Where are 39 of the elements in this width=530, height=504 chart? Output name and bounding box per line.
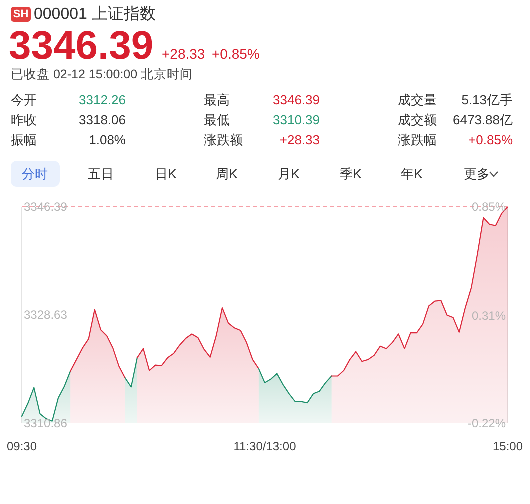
y2-tick-label: 0.85% [472, 200, 506, 214]
text: 涨跌幅 [398, 132, 437, 148]
text: 今开 [11, 92, 37, 108]
text: 季K [340, 166, 362, 182]
text: 五日 [88, 166, 114, 182]
x-tick-label: 11:30/13:00 [234, 440, 297, 454]
text: 成交额 [398, 112, 437, 128]
text: 1.08% [89, 132, 126, 148]
text: 振幅 [11, 132, 37, 148]
text: 涨跌额 [204, 132, 243, 148]
text: 5.13亿手 [462, 92, 513, 108]
text: 更多 [464, 166, 490, 182]
y-tick-label: 3346.39 [24, 200, 68, 214]
text: 成交量 [398, 92, 437, 108]
text: +0.85% [212, 46, 260, 62]
text: +0.85% [468, 132, 514, 148]
text: 周K [216, 166, 238, 182]
text: 6473.88亿 [453, 112, 513, 128]
text: 3346.39 [273, 92, 320, 108]
text: 3318.06 [79, 112, 126, 128]
text: 已收盘 02-12 15:00:00 北京时间 [11, 68, 194, 82]
text: 最高 [204, 92, 230, 108]
text: 年K [401, 166, 424, 182]
text: +28.33 [280, 132, 320, 148]
y-tick-label: 3310.86 [24, 416, 68, 431]
chart-title: 000001 上证指数 [34, 5, 156, 23]
text: 昨收 [11, 112, 37, 128]
text: 最低 [204, 112, 230, 128]
y-tick-label: 3328.63 [24, 308, 68, 322]
x-tick-label: 09:30 [6, 440, 38, 454]
text: 月K [278, 166, 300, 182]
text: 日K [155, 166, 178, 182]
x-tick-label: 15:00 [492, 440, 524, 454]
y2-tick-label: 0.31% [472, 310, 506, 324]
text: 3310.39 [273, 112, 320, 128]
y2-tick-label: -0.22% [468, 416, 506, 431]
text: 3312.26 [79, 92, 126, 108]
text: 分时 [22, 166, 48, 182]
text: +28.33 [162, 46, 206, 62]
